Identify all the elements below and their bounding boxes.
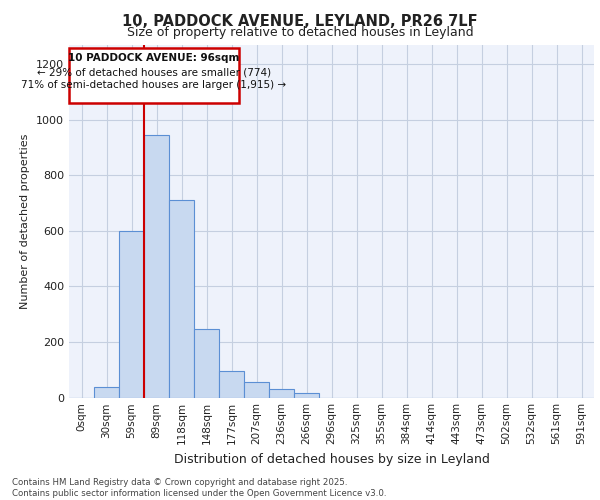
Text: ← 29% of detached houses are smaller (774): ← 29% of detached houses are smaller (77… <box>37 67 271 77</box>
Text: 71% of semi-detached houses are larger (1,915) →: 71% of semi-detached houses are larger (… <box>22 80 287 90</box>
Bar <box>294 393 319 398</box>
Bar <box>219 370 244 398</box>
Bar <box>194 330 219 398</box>
Text: 10, PADDOCK AVENUE, LEYLAND, PR26 7LF: 10, PADDOCK AVENUE, LEYLAND, PR26 7LF <box>122 14 478 29</box>
Y-axis label: Number of detached properties: Number of detached properties <box>20 134 31 309</box>
Bar <box>169 200 194 398</box>
Text: 10 PADDOCK AVENUE: 96sqm: 10 PADDOCK AVENUE: 96sqm <box>68 54 239 64</box>
Bar <box>119 231 144 398</box>
Text: Contains HM Land Registry data © Crown copyright and database right 2025.
Contai: Contains HM Land Registry data © Crown c… <box>12 478 386 498</box>
FancyBboxPatch shape <box>69 48 239 102</box>
X-axis label: Distribution of detached houses by size in Leyland: Distribution of detached houses by size … <box>173 453 490 466</box>
Bar <box>94 387 119 398</box>
Bar <box>144 135 169 398</box>
Text: Size of property relative to detached houses in Leyland: Size of property relative to detached ho… <box>127 26 473 39</box>
Bar <box>244 382 269 398</box>
Bar <box>269 389 294 398</box>
